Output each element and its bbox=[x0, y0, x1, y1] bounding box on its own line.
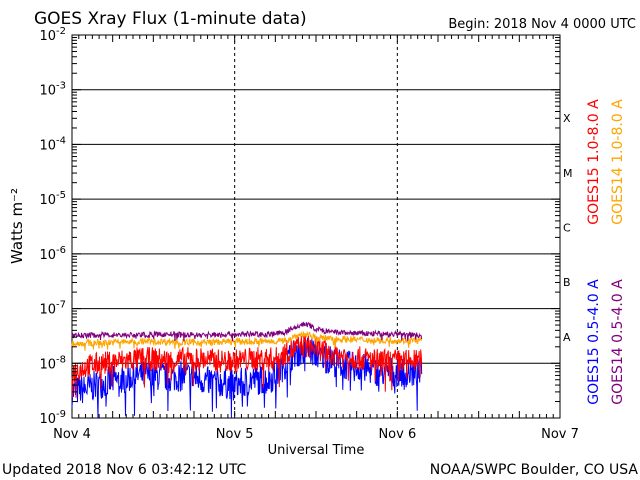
legend-entry: GOES14 1.0-8.0 A bbox=[610, 99, 626, 225]
legend: GOES15 1.0-8.0 A GOES14 1.0-8.0 A GOES15 0… bbox=[586, 99, 626, 405]
x-tick-label: Nov 6 bbox=[378, 427, 416, 442]
y-tick-label: 10-6 bbox=[39, 245, 66, 263]
data-series bbox=[71, 321, 423, 419]
flare-class-M: M bbox=[563, 167, 573, 180]
flare-class-C: C bbox=[563, 222, 571, 235]
y-tick-labels: 10-9 10-8 10-7 10-6 10-5 10-4 10-3 10-2 bbox=[39, 26, 66, 427]
series-line bbox=[71, 321, 423, 342]
flare-class-labels: A B C M X bbox=[563, 112, 573, 344]
legend-entry: GOES15 1.0-8.0 A bbox=[586, 99, 602, 225]
begin-label: Begin: 2018 Nov 4 0000 UTC bbox=[448, 17, 636, 32]
y-tick-label: 10-2 bbox=[39, 26, 66, 44]
series-line bbox=[71, 335, 423, 398]
legend-entry: GOES15 0.5-4.0 A bbox=[586, 279, 602, 405]
y-tick-label: 10-8 bbox=[39, 354, 66, 372]
y-tick-label: 10-9 bbox=[39, 409, 66, 427]
y-tick-label: 10-4 bbox=[39, 135, 66, 153]
y-axis-label: Watts m⁻² bbox=[8, 188, 26, 264]
flare-class-B: B bbox=[563, 276, 571, 289]
y-tick-label: 10-3 bbox=[39, 81, 66, 99]
axis-ticks bbox=[72, 34, 560, 419]
credit-label: NOAA/SWPC Boulder, CO USA bbox=[430, 462, 639, 478]
y-tick-label: 10-7 bbox=[39, 300, 66, 318]
x-tick-label: Nov 5 bbox=[216, 427, 254, 442]
flare-class-A: A bbox=[563, 331, 571, 344]
y-tick-label: 10-5 bbox=[39, 190, 66, 208]
x-tick-label: Nov 7 bbox=[541, 427, 579, 442]
x-tick-labels: Nov 4 Nov 5 Nov 6 Nov 7 bbox=[53, 427, 579, 442]
chart-title: GOES Xray Flux (1-minute data) bbox=[34, 9, 307, 29]
updated-timestamp: Updated 2018 Nov 6 03:42:12 UTC bbox=[2, 462, 247, 478]
x-tick-label: Nov 4 bbox=[53, 427, 91, 442]
flare-class-X: X bbox=[563, 112, 571, 125]
legend-entry: GOES14 0.5-4.0 A bbox=[610, 279, 626, 405]
series-line bbox=[71, 330, 423, 351]
x-axis-label: Universal Time bbox=[268, 443, 365, 458]
